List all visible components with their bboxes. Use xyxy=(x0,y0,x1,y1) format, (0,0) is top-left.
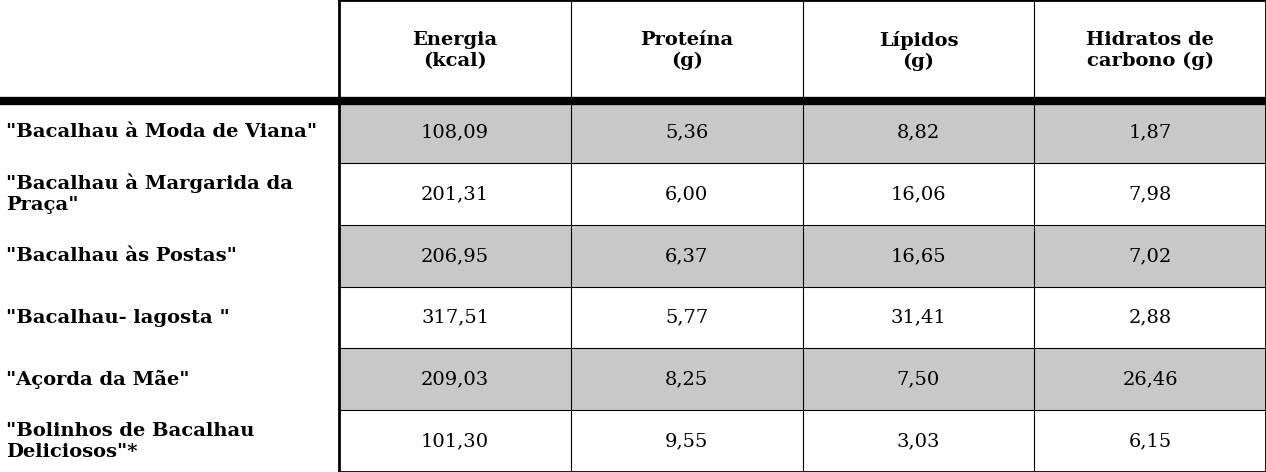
Text: 31,41: 31,41 xyxy=(890,309,947,327)
Text: 6,00: 6,00 xyxy=(665,185,709,203)
Text: 5,77: 5,77 xyxy=(665,309,709,327)
Bar xyxy=(339,348,1266,410)
Bar xyxy=(339,101,1266,163)
Text: "Açorda da Mãe": "Açorda da Mãe" xyxy=(6,370,190,389)
Text: "Bacalhau à Moda de Viana": "Bacalhau à Moda de Viana" xyxy=(6,123,318,141)
Text: 317,51: 317,51 xyxy=(422,309,489,327)
Text: 206,95: 206,95 xyxy=(422,247,489,265)
Text: 7,98: 7,98 xyxy=(1128,185,1172,203)
Text: Hidratos de
carbono (g): Hidratos de carbono (g) xyxy=(1086,31,1214,70)
Text: 16,65: 16,65 xyxy=(891,247,946,265)
Text: 1,87: 1,87 xyxy=(1128,123,1172,141)
Text: "Bacalhau às Postas": "Bacalhau às Postas" xyxy=(6,247,237,265)
Bar xyxy=(339,410,1266,472)
Text: 6,37: 6,37 xyxy=(665,247,709,265)
Text: "Bacalhau à Margarida da
Praça": "Bacalhau à Margarida da Praça" xyxy=(6,174,294,214)
Text: Proteína
(g): Proteína (g) xyxy=(641,31,733,70)
Text: 8,82: 8,82 xyxy=(896,123,941,141)
Text: Energia
(kcal): Energia (kcal) xyxy=(413,31,498,70)
Bar xyxy=(0,287,339,348)
Bar xyxy=(0,101,339,163)
Text: 6,15: 6,15 xyxy=(1128,432,1172,450)
Text: 7,50: 7,50 xyxy=(896,371,941,388)
Bar xyxy=(339,0,1266,101)
Text: 108,09: 108,09 xyxy=(422,123,489,141)
Text: 5,36: 5,36 xyxy=(665,123,709,141)
Bar xyxy=(0,163,339,225)
Text: 16,06: 16,06 xyxy=(891,185,946,203)
Text: 7,02: 7,02 xyxy=(1128,247,1172,265)
Text: "Bolinhos de Bacalhau
Deliciosos"*: "Bolinhos de Bacalhau Deliciosos"* xyxy=(6,421,254,461)
Text: "Bacalhau- lagosta ": "Bacalhau- lagosta " xyxy=(6,309,230,327)
Text: 101,30: 101,30 xyxy=(422,432,489,450)
Text: 209,03: 209,03 xyxy=(422,371,489,388)
Bar xyxy=(339,163,1266,225)
Bar xyxy=(339,287,1266,348)
Text: 201,31: 201,31 xyxy=(422,185,489,203)
Text: 3,03: 3,03 xyxy=(896,432,941,450)
Text: 26,46: 26,46 xyxy=(1123,371,1177,388)
Bar xyxy=(0,225,339,287)
Bar xyxy=(0,348,339,410)
Bar xyxy=(339,225,1266,287)
Bar xyxy=(0,410,339,472)
Text: 9,55: 9,55 xyxy=(665,432,709,450)
Text: Lípidos
(g): Lípidos (g) xyxy=(879,31,958,71)
Text: 8,25: 8,25 xyxy=(665,371,709,388)
Text: 2,88: 2,88 xyxy=(1128,309,1172,327)
